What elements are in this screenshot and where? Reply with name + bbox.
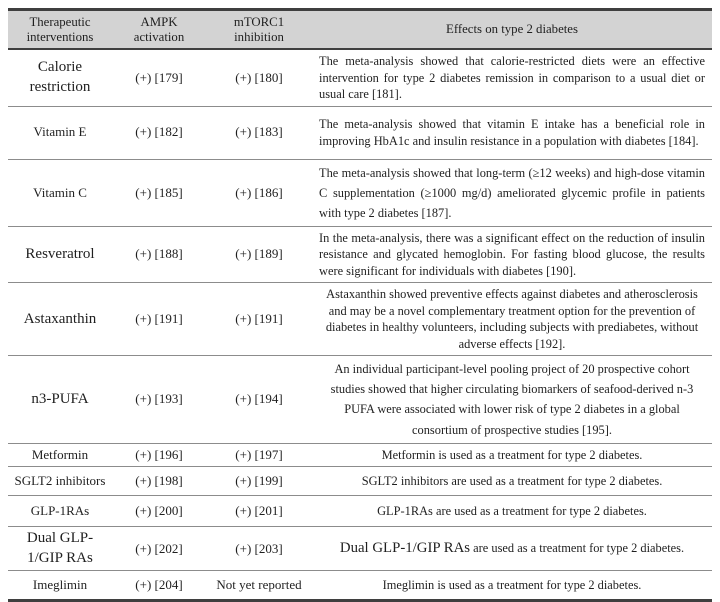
intervention-cell: SGLT2 inhibitors (8, 466, 112, 497)
ampk-activation-cell: (+) [200] (112, 495, 206, 528)
intervention-cell: Resveratrol (8, 226, 112, 284)
table-row: Resveratrol (+) [188] (+) [189] In the m… (8, 226, 712, 284)
column-header-mtorc1-inhibition: mTORC1 inhibition (206, 9, 312, 50)
intervention-cell: Imeglimin (8, 570, 112, 602)
effect-text: The meta-analysis showed that long-term … (319, 165, 705, 220)
effect-text: SGLT2 inhibitors are used as a treatment… (361, 473, 663, 488)
effect-text: Imeglimin is used as a treatment for typ… (382, 577, 642, 592)
effect-cell: An individual participant-level pooling … (312, 355, 712, 444)
table-row: Vitamin E (+) [182] (+) [183] The meta-a… (8, 106, 712, 160)
effect-cell: Dual GLP-1/GIP RAs are used as a treatme… (312, 526, 712, 572)
table-header: Therapeutic interventions AMPK activatio… (8, 9, 712, 50)
column-header-ampk-activation: AMPK activation (112, 9, 206, 50)
table-row: Vitamin C (+) [185] (+) [186] The meta-a… (8, 159, 712, 227)
column-header-effects: Effects on type 2 diabetes (312, 9, 712, 50)
effect-text: An individual participant-level pooling … (330, 362, 694, 437)
effect-cell: Astaxanthin showed preventive effects ag… (312, 282, 712, 357)
mtorc1-inhibition-cell: (+) [199] (206, 466, 312, 497)
table-row: Metformin (+) [196] (+) [197] Metformin … (8, 443, 712, 468)
effect-cell: GLP-1RAs are used as a treatment for typ… (312, 495, 712, 528)
effect-text: The meta-analysis showed that vitamin E … (319, 117, 705, 148)
effect-cell: Imeglimin is used as a treatment for typ… (312, 570, 712, 602)
column-header-therapeutic-interventions: Therapeutic interventions (8, 9, 112, 50)
ampk-activation-cell: (+) [179] (112, 49, 206, 107)
table-row: Dual GLP-1/GIP RAs (+) [202] (+) [203] D… (8, 526, 712, 572)
intervention-cell: n3-PUFA (8, 355, 112, 444)
mtorc1-inhibition-cell: (+) [189] (206, 226, 312, 284)
mtorc1-inhibition-cell: (+) [183] (206, 106, 312, 160)
effect-cell: In the meta-analysis, there was a signif… (312, 226, 712, 284)
effect-cell: Metformin is used as a treatment for typ… (312, 443, 712, 468)
intervention-cell: GLP-1RAs (8, 495, 112, 528)
effect-text: Metformin is used as a treatment for typ… (381, 447, 643, 462)
effect-text: The meta-analysis showed that calorie-re… (319, 54, 705, 101)
effect-text: Astaxanthin showed preventive effects ag… (325, 287, 699, 351)
mtorc1-inhibition-cell: (+) [201] (206, 495, 312, 528)
effect-text: are used as a treatment for type 2 diabe… (470, 540, 685, 555)
table-row: SGLT2 inhibitors (+) [198] (+) [199] SGL… (8, 466, 712, 497)
ampk-activation-cell: (+) [204] (112, 570, 206, 602)
table-row: Astaxanthin (+) [191] (+) [191] Astaxant… (8, 282, 712, 357)
mtorc1-inhibition-cell: (+) [197] (206, 443, 312, 468)
effect-cell: The meta-analysis showed that vitamin E … (312, 106, 712, 160)
ampk-activation-cell: (+) [182] (112, 106, 206, 160)
ampk-activation-cell: (+) [191] (112, 282, 206, 357)
ampk-activation-cell: (+) [202] (112, 526, 206, 572)
table-row: GLP-1RAs (+) [200] (+) [201] GLP-1RAs ar… (8, 495, 712, 528)
table-body: Calorie restriction (+) [179] (+) [180] … (8, 49, 712, 602)
header-row: Therapeutic interventions AMPK activatio… (8, 9, 712, 50)
mtorc1-inhibition-cell: (+) [191] (206, 282, 312, 357)
intervention-cell: Vitamin C (8, 159, 112, 227)
intervention-cell: Astaxanthin (8, 282, 112, 357)
table-row: Imeglimin (+) [204] Not yet reported Ime… (8, 570, 712, 602)
effect-cell: SGLT2 inhibitors are used as a treatment… (312, 466, 712, 497)
effect-cell: The meta-analysis showed that long-term … (312, 159, 712, 227)
intervention-cell: Calorie restriction (8, 49, 112, 107)
intervention-cell: Dual GLP-1/GIP RAs (8, 526, 112, 572)
ampk-activation-cell: (+) [198] (112, 466, 206, 497)
effect-text: GLP-1RAs are used as a treatment for typ… (377, 503, 647, 518)
effect-text: Dual GLP-1/GIP RAs (339, 539, 471, 556)
ampk-activation-cell: (+) [185] (112, 159, 206, 227)
ampk-activation-cell: (+) [193] (112, 355, 206, 444)
intervention-cell: Metformin (8, 443, 112, 468)
ampk-activation-cell: (+) [196] (112, 443, 206, 468)
mtorc1-inhibition-cell: (+) [186] (206, 159, 312, 227)
mtorc1-inhibition-cell: (+) [180] (206, 49, 312, 107)
effect-text: In the meta-analysis, there was a signif… (319, 230, 705, 278)
table-row: Calorie restriction (+) [179] (+) [180] … (8, 49, 712, 107)
table-row: n3-PUFA (+) [193] (+) [194] An individua… (8, 355, 712, 444)
mtorc1-inhibition-cell: (+) [194] (206, 355, 312, 444)
ampk-activation-cell: (+) [188] (112, 226, 206, 284)
intervention-cell: Vitamin E (8, 106, 112, 160)
mtorc1-inhibition-cell: Not yet reported (206, 570, 312, 602)
effect-cell: The meta-analysis showed that calorie-re… (312, 49, 712, 107)
mtorc1-inhibition-cell: (+) [203] (206, 526, 312, 572)
interventions-table: Therapeutic interventions AMPK activatio… (8, 8, 712, 602)
